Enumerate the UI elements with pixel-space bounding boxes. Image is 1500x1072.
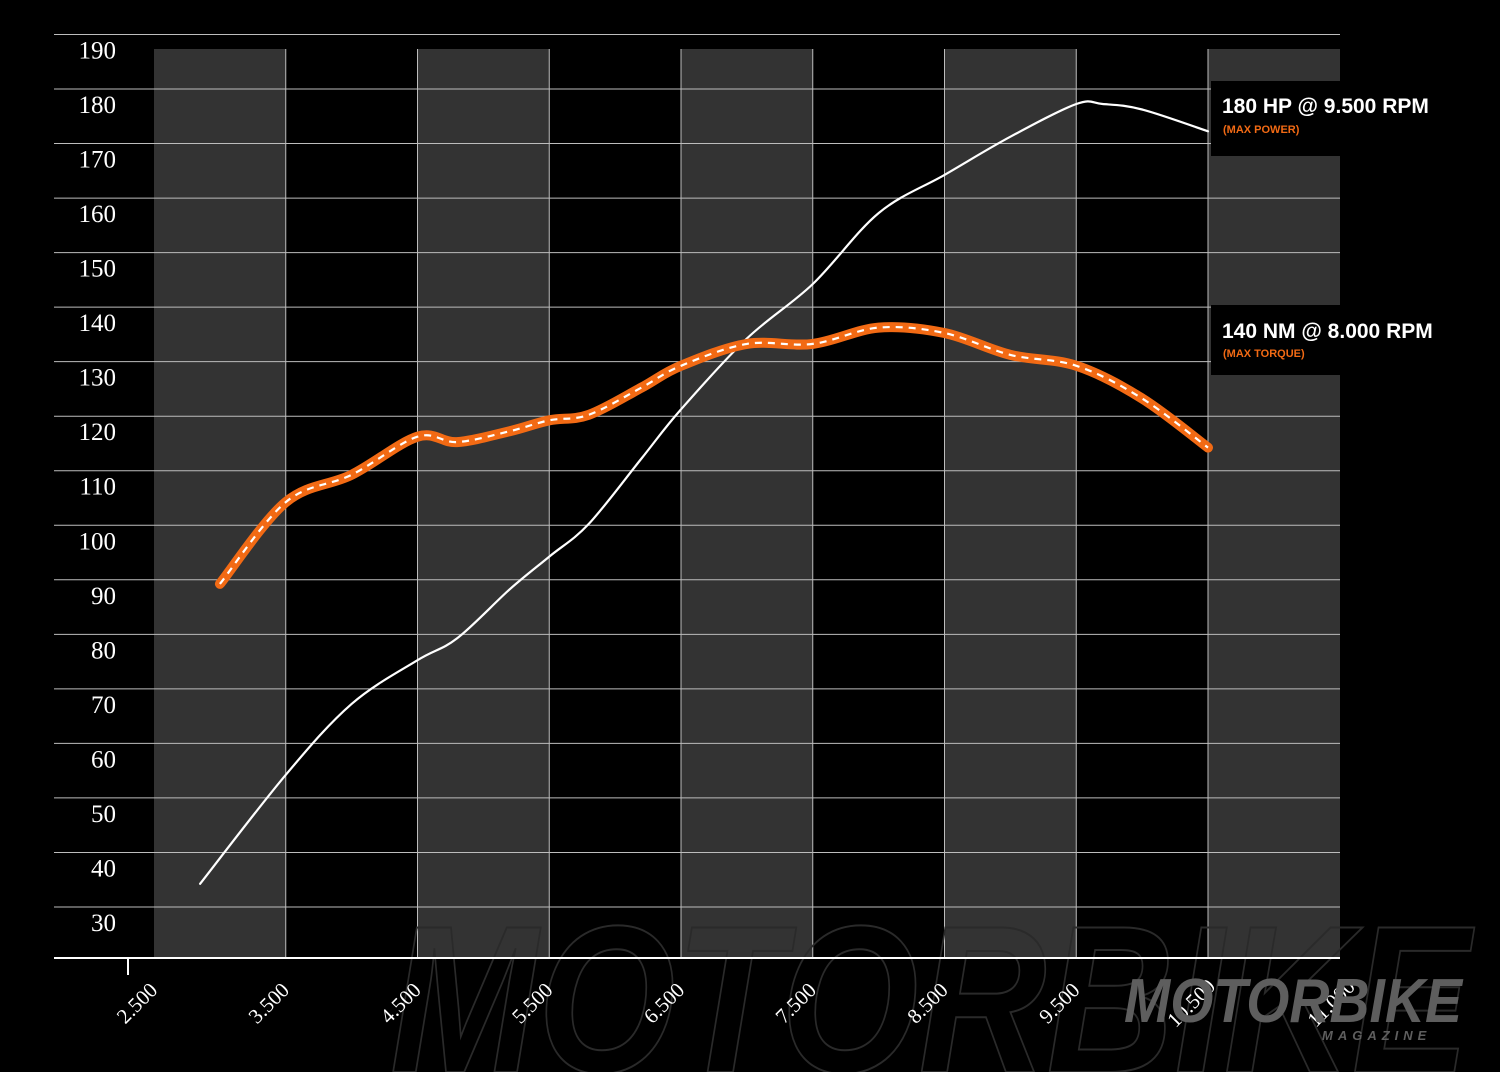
brand-logo-text: MOTORBIKE [1124,967,1463,1036]
series-power-line [199,100,1210,885]
background-watermark-text: MOTORBIKE [390,882,1475,1072]
power-point [944,174,946,176]
background-band [549,49,681,958]
background-band [1208,49,1340,958]
background-bands [154,49,1340,958]
power-point [680,408,682,410]
power-point [1009,136,1011,138]
power-point [417,659,419,661]
brand-logo: MOTORBIKE MAGAZINE [1124,967,1463,1043]
max-power-box [1211,81,1341,156]
y-tick-label: 130 [79,365,117,392]
y-tick-label: 60 [91,746,116,773]
torque-point [351,474,353,476]
x-tick-label: 2.500 [112,978,162,1028]
max-torque-subtitle: (MAX TORQUE) [1223,348,1305,360]
brand-logo-subtext: MAGAZINE [1322,1028,1431,1043]
y-tick-label: 140 [79,310,117,337]
torque-point [746,343,748,345]
background-band [812,49,945,958]
power-point [640,457,642,459]
power-point [878,212,880,214]
background-band [681,49,813,958]
power-point [588,523,590,525]
series-torque-dash [219,325,1209,585]
y-tick-label: 70 [91,692,116,719]
torque-point [1141,397,1143,399]
y-tick-label: 110 [79,474,116,501]
horizontal-gridlines [54,33,1340,908]
torque-point [680,365,682,367]
max-power-annotation: 180 HP @ 9.500 RPM (MAX POWER) [1211,81,1429,156]
max-torque-title: 140 NM @ 8.000 RPM [1222,320,1433,343]
y-tick-label: 120 [79,419,117,446]
y-tick-label: 40 [91,855,116,882]
torque-point [285,501,287,503]
power-point [456,637,458,639]
power-point [1141,108,1143,110]
background-band [154,49,286,958]
max-torque-box [1211,305,1341,375]
torque-point [944,332,946,334]
torque-point [1207,447,1209,449]
power-point [199,883,201,885]
y-tick-label: 80 [91,637,116,664]
torque-point [548,419,550,421]
background-watermark: MOTORBIKE [389,881,1476,1072]
y-tick-label: 30 [91,910,116,937]
background-band [417,49,550,958]
background-band [1076,49,1208,958]
vertical-gridlines [285,49,1209,958]
power-point [285,774,287,776]
power-point [746,337,748,339]
max-power-subtitle: (MAX POWER) [1223,124,1300,136]
torque-point [588,414,590,416]
torque-point [509,430,511,432]
torque-point [456,441,458,443]
power-point [548,556,550,558]
power-point [812,283,814,285]
y-tick-label: 50 [91,801,116,828]
y-tick-label: 150 [79,256,117,283]
torque-point [878,327,880,329]
max-power-title: 180 HP @ 9.500 RPM [1222,95,1429,118]
y-tick-labels: 190 180 170 160 150 140 130 120 110 100 90 80 70 60 50… [79,37,117,937]
background-band [285,49,418,958]
max-torque-annotation: 140 NM @ 8.000 RPM (MAX TORQUE) [1211,305,1433,375]
y-tick-label: 90 [91,583,116,610]
x-tick-label: 3.500 [244,978,294,1028]
power-point [1102,103,1104,105]
power-point [1075,103,1077,105]
torque-point [1009,354,1011,356]
power-point [1207,130,1209,132]
torque-point [417,436,419,438]
y-tick-label: 180 [79,92,117,119]
torque-point [812,343,814,345]
torque-point [640,387,642,389]
y-tick-label: 160 [79,201,117,228]
background-band [944,49,1077,958]
y-tick-label: 100 [79,528,117,555]
y-tick-label: 190 [79,37,117,64]
y-tick-label: 170 [79,147,117,174]
torque-point [219,583,221,585]
torque-point [1075,365,1077,367]
power-point [351,703,353,705]
power-point [509,588,511,590]
